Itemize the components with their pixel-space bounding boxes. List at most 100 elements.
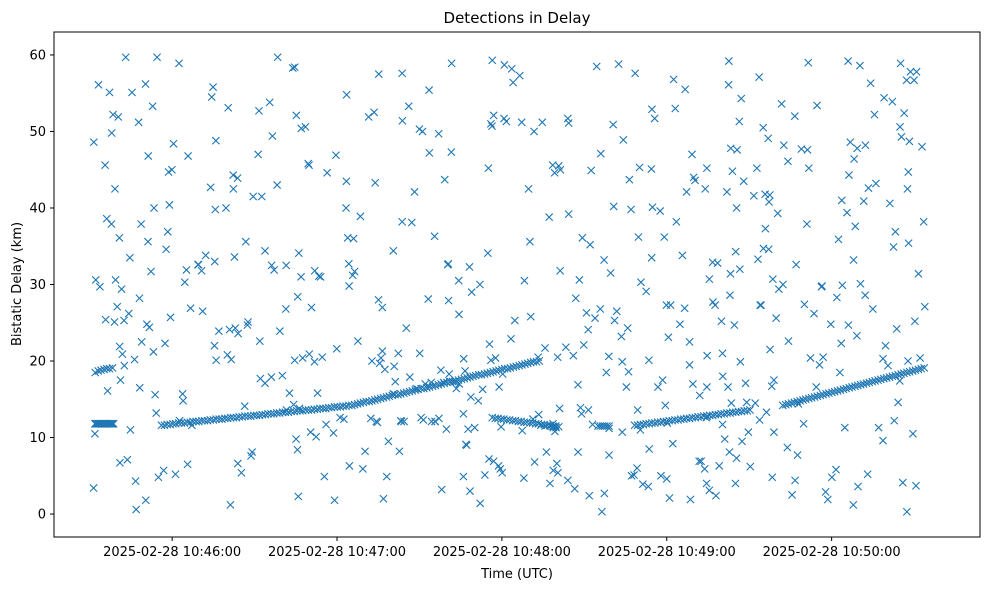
track-point bbox=[264, 409, 273, 418]
noise-point bbox=[323, 168, 332, 177]
noise-point bbox=[348, 271, 357, 280]
noise-point bbox=[478, 385, 487, 394]
noise-point bbox=[680, 304, 689, 313]
noise-point bbox=[563, 476, 572, 485]
noise-point bbox=[794, 399, 803, 408]
noise-point bbox=[431, 417, 440, 426]
x-tick-label: 2025-02-28 10:46:00 bbox=[103, 545, 241, 560]
track-point bbox=[793, 397, 802, 406]
noise-point bbox=[455, 310, 464, 319]
noise-point bbox=[600, 489, 609, 498]
noise-point bbox=[226, 500, 235, 509]
noise-point bbox=[627, 471, 636, 480]
x-axis-title: Time (UTC) bbox=[480, 567, 553, 582]
noise-point bbox=[920, 302, 929, 311]
noise-point bbox=[731, 247, 740, 256]
noise-point bbox=[823, 495, 832, 504]
noise-point bbox=[182, 265, 191, 274]
noise-point bbox=[730, 321, 739, 330]
noise-point bbox=[737, 94, 746, 103]
x-tick-label: 2025-02-28 10:47:00 bbox=[268, 545, 406, 560]
noise-point bbox=[241, 237, 250, 246]
track-point bbox=[859, 379, 868, 388]
track-point bbox=[108, 419, 117, 428]
track-point bbox=[897, 370, 906, 379]
noise-point bbox=[519, 474, 528, 483]
noise-point bbox=[293, 445, 302, 454]
noise-point bbox=[207, 93, 216, 102]
track-point bbox=[376, 394, 385, 403]
noise-point bbox=[506, 334, 515, 343]
noise-point bbox=[746, 462, 755, 471]
noise-point bbox=[777, 99, 786, 108]
noise-point bbox=[711, 301, 720, 310]
track-point bbox=[108, 363, 117, 372]
track-point bbox=[813, 392, 822, 401]
track-point bbox=[315, 404, 324, 413]
noise-point bbox=[903, 184, 912, 193]
noise-point bbox=[681, 85, 690, 94]
track-point bbox=[105, 364, 114, 373]
track-point bbox=[385, 392, 394, 401]
noise-point bbox=[720, 435, 729, 444]
noise-point bbox=[665, 493, 674, 502]
track-point bbox=[105, 419, 114, 428]
noise-point bbox=[123, 455, 132, 464]
noise-point bbox=[863, 470, 872, 479]
track-point bbox=[448, 377, 457, 386]
noise-point bbox=[285, 389, 294, 398]
noise-point bbox=[671, 104, 680, 113]
noise-point bbox=[660, 233, 669, 242]
noise-point bbox=[702, 383, 711, 392]
noise-point bbox=[868, 304, 877, 313]
noise-point bbox=[530, 458, 539, 467]
noise-point bbox=[885, 199, 894, 208]
noise-point bbox=[609, 120, 618, 129]
noise-point bbox=[345, 282, 354, 291]
noise-point bbox=[107, 220, 116, 229]
noise-point bbox=[270, 265, 279, 274]
track-point bbox=[94, 366, 103, 375]
noise-point bbox=[313, 389, 322, 398]
noise-point bbox=[297, 272, 306, 281]
noise-point bbox=[405, 373, 414, 382]
track-point bbox=[746, 405, 754, 414]
noise-point bbox=[467, 288, 476, 297]
y-tick-label: 10 bbox=[29, 431, 46, 446]
noise-point bbox=[375, 359, 384, 368]
noise-point bbox=[117, 285, 126, 294]
track-point bbox=[197, 416, 206, 425]
noise-point bbox=[115, 458, 124, 467]
track-point bbox=[787, 399, 796, 408]
noise-point bbox=[718, 420, 727, 429]
noise-point bbox=[298, 353, 307, 362]
noise-point bbox=[549, 466, 558, 475]
noise-point bbox=[672, 217, 681, 226]
noise-point bbox=[95, 282, 104, 291]
track-point bbox=[457, 375, 466, 384]
noise-point bbox=[910, 76, 919, 85]
noise-point bbox=[658, 376, 667, 385]
noise-point bbox=[147, 267, 155, 276]
noise-point bbox=[412, 384, 421, 393]
noise-point bbox=[625, 175, 634, 184]
noise-point bbox=[906, 67, 915, 76]
noise-point bbox=[549, 422, 558, 431]
track-point bbox=[874, 376, 883, 385]
noise-point bbox=[510, 316, 519, 325]
noise-point bbox=[556, 165, 565, 174]
noise-point bbox=[373, 418, 382, 427]
noise-point bbox=[374, 295, 383, 304]
noise-point bbox=[389, 246, 398, 255]
noise-point bbox=[902, 76, 911, 85]
y-axis-title: Bistatic Delay (km) bbox=[10, 222, 25, 346]
noise-point bbox=[588, 420, 597, 429]
noise-point bbox=[768, 473, 777, 482]
noise-point bbox=[483, 249, 492, 258]
track-point bbox=[876, 375, 885, 384]
noise-point bbox=[518, 426, 527, 435]
noise-point bbox=[663, 419, 672, 427]
noise-point bbox=[149, 347, 158, 356]
track-point bbox=[469, 372, 478, 381]
noise-point bbox=[912, 67, 921, 76]
